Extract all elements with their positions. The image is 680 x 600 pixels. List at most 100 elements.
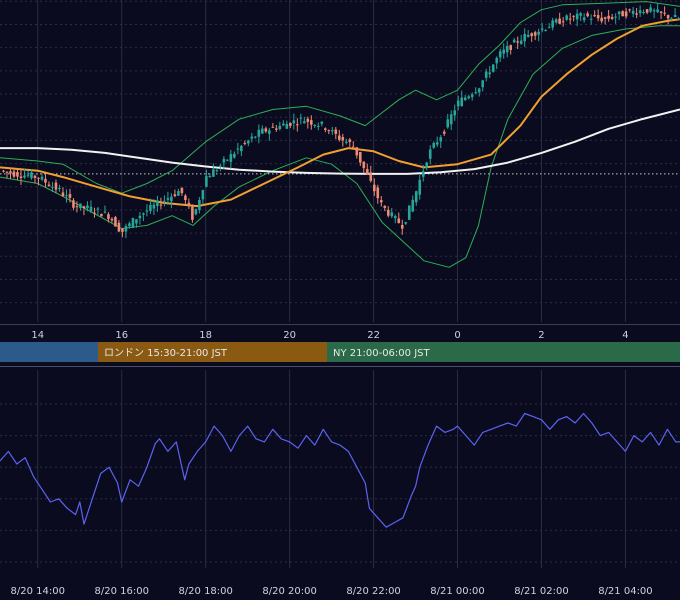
bollinger-lower-band [0,25,680,268]
candle-up [156,200,159,206]
candle-up [404,222,408,224]
candle-down [516,41,519,43]
candle-down [341,137,345,141]
candle-down [2,170,5,172]
candle-up [320,121,324,124]
candle-up [145,210,149,212]
candle-up [166,198,170,200]
candle-up [477,88,481,93]
oscillator-x-tick-label: 8/20 16:00 [95,586,149,597]
candle-up [453,110,457,116]
candle-down [159,204,163,206]
candle-up [30,172,33,179]
candle-down [358,152,362,163]
candle-down [355,147,359,156]
oscillator-x-tick-label: 8/21 02:00 [514,586,568,597]
candle-up [240,145,243,152]
candle-up [491,64,495,72]
candle-up [523,34,526,42]
candle-down [37,177,40,179]
oscillator-x-tick-label: 8/21 04:00 [598,586,652,597]
price-x-axis: 14 16 18 20 22 0 2 4 [31,330,628,341]
candle-up [652,10,656,12]
candle-up [540,28,544,30]
candle-down [596,15,600,19]
candle-up [582,17,586,21]
session-ny-label: NY 21:00-06:00 JST [333,348,430,359]
candle-up [565,15,568,20]
candle-up [670,18,673,20]
candle-down [180,187,184,194]
candle-down [397,218,401,223]
candle-down [593,15,596,17]
candle-up [58,188,61,190]
price-x-tick-label: 16 [115,330,128,341]
candle-up [414,191,418,203]
price-x-tick-label: 2 [538,330,544,341]
price-x-tick-label: 14 [31,330,44,341]
candle-up [208,176,212,178]
candle-up [460,97,464,107]
candle-down [16,172,19,177]
candle-down [372,184,376,192]
candle-up [317,125,320,127]
candle-up [551,20,554,28]
candle-down [600,17,603,22]
candle-down [610,17,614,19]
candle-down [530,33,533,37]
candle-up [481,80,485,88]
candle-down [351,146,355,148]
candle-up [614,16,617,18]
candle-down [44,178,47,183]
candle-up [250,136,254,139]
candle-up [488,72,492,75]
candle-up [282,123,285,126]
candle-up [526,34,530,37]
candle-down [100,214,103,217]
candle-up [498,51,502,58]
candle-up [631,10,635,14]
candle-up [428,149,432,159]
candle-down [93,212,96,214]
oscillator-grid [0,370,680,568]
candle-down [386,209,390,216]
candle-up [467,96,471,99]
candle-down [338,135,341,140]
candle-up [484,71,488,78]
candle-down [264,128,268,132]
candle-up [344,141,348,143]
candle-up [215,170,219,172]
candle-down [114,217,117,227]
candle-down [334,129,338,134]
candle-up [219,165,222,167]
candle-down [348,139,352,142]
candle-down [369,172,373,181]
candle-up [128,223,131,227]
candle-up [23,175,26,178]
oscillator-x-axis: 8/20 14:00 8/20 16:00 8/20 18:00 8/20 20:00… [11,586,653,597]
candle-down [663,12,666,14]
candle-down [82,206,86,209]
candle-up [142,213,145,215]
candle-down [324,128,327,130]
candle-down [376,187,380,199]
candle-up [65,195,68,197]
candle-down [173,194,177,197]
candle-up [505,45,509,53]
candle-down [568,18,572,20]
candle-up [212,169,215,177]
candle-down [191,206,194,220]
candle-up [474,92,478,94]
candle-down [54,182,58,190]
candle-up [177,191,180,196]
candle-down [603,17,607,19]
candle-up [575,13,579,20]
candle-down [635,13,638,15]
candles [2,2,680,239]
oscillator-x-tick-label: 8/20 14:00 [11,586,65,597]
oscillator-x-tick-label: 8/20 18:00 [178,586,232,597]
candle-down [184,195,187,201]
candle-up [226,159,229,161]
